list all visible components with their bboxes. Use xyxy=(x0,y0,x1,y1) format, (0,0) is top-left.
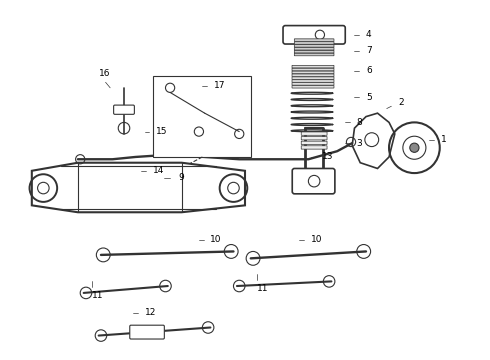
Text: 11: 11 xyxy=(92,291,103,300)
Text: 10: 10 xyxy=(210,235,222,244)
FancyBboxPatch shape xyxy=(292,66,334,68)
Text: 2: 2 xyxy=(398,98,404,107)
FancyBboxPatch shape xyxy=(294,39,334,41)
Text: 14: 14 xyxy=(153,166,164,175)
FancyBboxPatch shape xyxy=(294,53,334,56)
FancyBboxPatch shape xyxy=(294,45,334,47)
Text: 7: 7 xyxy=(366,46,372,55)
FancyBboxPatch shape xyxy=(292,77,334,80)
FancyBboxPatch shape xyxy=(292,68,334,71)
Text: 10: 10 xyxy=(311,235,322,244)
Text: 3: 3 xyxy=(357,139,363,148)
Text: 1: 1 xyxy=(441,135,447,144)
Text: 9: 9 xyxy=(178,173,184,182)
Text: 6: 6 xyxy=(366,66,372,75)
Text: 8: 8 xyxy=(357,118,363,127)
FancyBboxPatch shape xyxy=(301,136,327,140)
Text: 17: 17 xyxy=(214,81,225,90)
FancyBboxPatch shape xyxy=(294,48,334,50)
FancyBboxPatch shape xyxy=(292,168,335,194)
FancyBboxPatch shape xyxy=(301,132,327,135)
Text: 13: 13 xyxy=(322,152,334,161)
FancyBboxPatch shape xyxy=(292,74,334,77)
FancyBboxPatch shape xyxy=(283,26,345,44)
FancyBboxPatch shape xyxy=(292,80,334,82)
FancyBboxPatch shape xyxy=(130,325,164,339)
FancyBboxPatch shape xyxy=(292,86,334,88)
FancyBboxPatch shape xyxy=(292,83,334,85)
Text: 16: 16 xyxy=(98,69,110,78)
FancyBboxPatch shape xyxy=(294,42,334,44)
FancyBboxPatch shape xyxy=(114,105,134,114)
Text: 5: 5 xyxy=(366,93,372,102)
Circle shape xyxy=(410,143,419,152)
Polygon shape xyxy=(352,113,395,168)
FancyBboxPatch shape xyxy=(301,146,327,149)
Polygon shape xyxy=(32,163,245,212)
FancyBboxPatch shape xyxy=(292,71,334,74)
Text: 11: 11 xyxy=(257,284,268,293)
Text: 4: 4 xyxy=(366,30,371,39)
FancyBboxPatch shape xyxy=(301,141,327,144)
Text: 12: 12 xyxy=(145,308,156,317)
FancyBboxPatch shape xyxy=(294,50,334,53)
Bar xyxy=(153,76,251,157)
Text: 15: 15 xyxy=(156,127,168,136)
